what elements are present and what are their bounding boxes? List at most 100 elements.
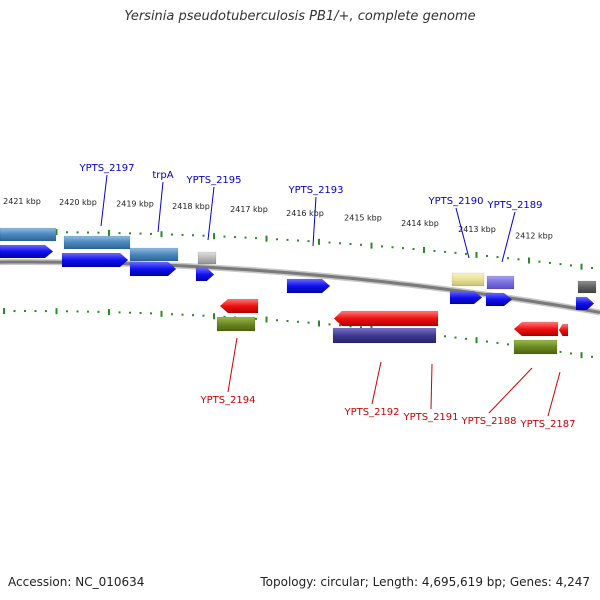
- upper-ruler-tick: [381, 245, 383, 248]
- gene-arrow-minus: [513, 321, 559, 337]
- gene-leader-line: [547, 371, 561, 417]
- lower-ruler-tick: [160, 310, 163, 317]
- gene-leader-line: [312, 196, 317, 247]
- gene-arrow-minus: [558, 323, 569, 337]
- upper-ruler-tick: [76, 231, 79, 234]
- lower-ruler-tick: [475, 337, 478, 344]
- lower-ruler-tick: [223, 315, 226, 318]
- lower-ruler-tick: [454, 336, 457, 339]
- upper-ruler-tick: [213, 233, 215, 240]
- gene-arrow-minus: [219, 298, 259, 314]
- lower-ruler-tick: [55, 308, 58, 315]
- upper-ruler-tick: [360, 243, 362, 246]
- lower-ruler-tick: [297, 320, 299, 323]
- tick-label: 2419 kbp: [116, 200, 154, 209]
- gene-leader-line: [157, 181, 164, 233]
- gene-label[interactable]: YPTS_2191: [402, 412, 458, 423]
- lower-ruler-tick: [559, 350, 562, 353]
- upper-ruler-tick: [171, 233, 173, 236]
- gene-label[interactable]: trpA: [152, 170, 173, 181]
- upper-ruler-tick: [370, 242, 373, 249]
- lower-ruler-tick: [507, 343, 509, 346]
- tick-label: 2421 kbp: [3, 197, 41, 206]
- upper-ruler-tick: [412, 248, 415, 251]
- tick-label: 2414 kbp: [401, 219, 439, 228]
- upper-ruler-tick: [391, 246, 394, 249]
- upper-ruler-tick: [444, 250, 446, 253]
- upper-ruler-tick: [402, 247, 404, 250]
- upper-ruler-tick: [265, 235, 268, 242]
- upper-ruler-tick: [286, 238, 289, 241]
- gene-label[interactable]: YPTS_2187: [519, 419, 575, 430]
- lower-ruler-tick: [192, 314, 194, 317]
- upper-ruler-tick: [559, 263, 562, 266]
- gene-box-lavender: [486, 275, 515, 290]
- gene-leader-line: [371, 361, 382, 405]
- gene-label[interactable]: YPTS_2189: [486, 200, 542, 211]
- gene-label[interactable]: YPTS_2197: [78, 163, 134, 174]
- lower-ruler-tick: [181, 313, 184, 316]
- lower-ruler-tick: [580, 352, 583, 359]
- tick-label: 2417 kbp: [230, 205, 268, 214]
- lower-ruler-tick: [265, 316, 268, 323]
- lower-ruler-tick: [139, 312, 142, 315]
- lower-ruler-tick: [34, 310, 37, 313]
- topology-text: Topology: circular; Length: 4,695,619 bp…: [260, 575, 590, 589]
- lower-ruler-tick: [202, 314, 205, 317]
- lower-ruler-tick: [276, 319, 278, 322]
- gene-label[interactable]: YPTS_2193: [287, 185, 343, 196]
- upper-ruler-tick: [97, 231, 100, 234]
- upper-ruler-tick: [192, 234, 194, 237]
- tick-label: 2416 kbp: [286, 209, 324, 218]
- upper-ruler-tick: [507, 257, 509, 260]
- tick-label: 2412 kbp: [515, 231, 553, 240]
- upper-ruler-tick: [580, 263, 583, 270]
- upper-ruler-tick: [234, 236, 236, 239]
- gene-box-grey: [197, 251, 217, 265]
- lower-ruler-tick: [465, 337, 467, 340]
- gene-leader-line: [501, 211, 516, 263]
- upper-ruler-tick: [108, 229, 110, 236]
- lower-ruler-tick: [45, 310, 47, 313]
- upper-ruler-tick: [129, 232, 131, 235]
- tick-label: 2418 kbp: [172, 202, 210, 211]
- lower-ruler-tick: [24, 310, 26, 313]
- upper-ruler-tick: [475, 251, 478, 258]
- gene-label[interactable]: YPTS_2195: [185, 175, 241, 186]
- upper-ruler-tick: [139, 232, 142, 235]
- upper-ruler-tick: [591, 266, 593, 269]
- lower-ruler-tick: [171, 313, 173, 316]
- lower-ruler-tick: [318, 320, 320, 327]
- gene-arrow-plus: [485, 292, 513, 307]
- upper-ruler-tick: [528, 257, 530, 264]
- lower-ruler-tick: [66, 310, 68, 313]
- lower-ruler-tick: [87, 310, 89, 313]
- upper-ruler-tick: [55, 229, 58, 236]
- gene-label[interactable]: YPTS_2192: [343, 407, 399, 418]
- lower-ruler-tick: [108, 309, 110, 316]
- upper-ruler-tick: [223, 235, 226, 238]
- upper-ruler-tick: [66, 231, 68, 234]
- upper-ruler-tick: [318, 238, 320, 245]
- lower-ruler-tick: [150, 312, 152, 315]
- upper-ruler-tick: [150, 232, 152, 235]
- tick-label: 2413 kbp: [458, 225, 496, 234]
- upper-ruler-tick: [423, 246, 425, 253]
- gene-box-olive: [216, 316, 256, 332]
- upper-ruler-tick: [181, 233, 184, 236]
- lower-ruler-tick: [3, 308, 5, 315]
- gene-box-darkgrey: [577, 280, 597, 294]
- gene-arrow-plus: [286, 278, 331, 294]
- map-title: Yersinia pseudotuberculosis PB1/+, compl…: [124, 9, 476, 24]
- gene-label[interactable]: YPTS_2188: [460, 416, 516, 427]
- upper-ruler-tick: [255, 237, 257, 240]
- gene-arrow-plus: [575, 296, 595, 311]
- gene-label[interactable]: YPTS_2190: [427, 196, 483, 207]
- gene-label[interactable]: YPTS_2194: [199, 395, 255, 406]
- gene-box-steel: [0, 227, 57, 242]
- lower-ruler-tick: [97, 310, 100, 313]
- upper-ruler-tick: [433, 249, 436, 252]
- lower-ruler-tick: [570, 352, 572, 355]
- lower-ruler-tick: [213, 313, 215, 320]
